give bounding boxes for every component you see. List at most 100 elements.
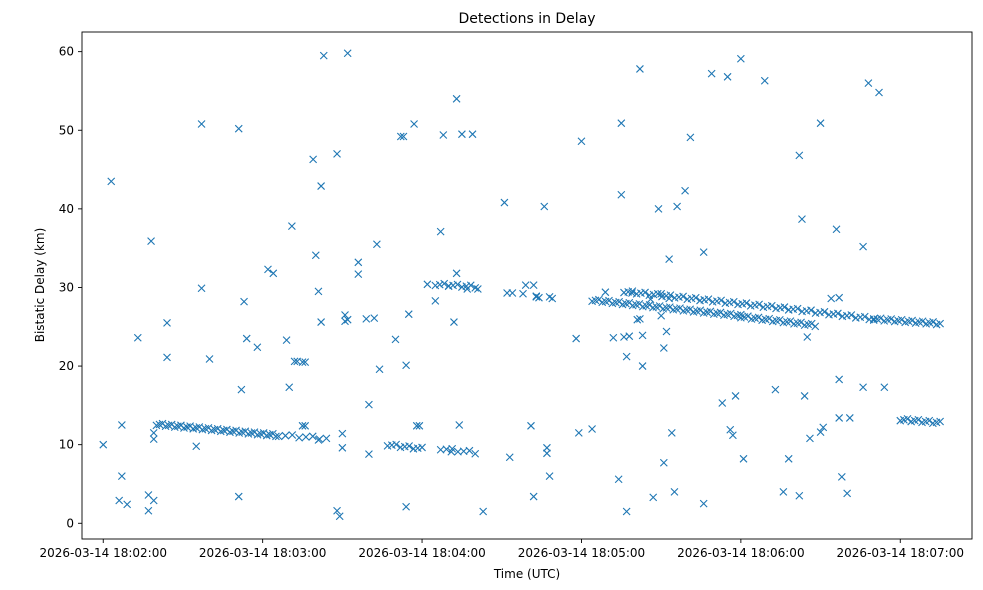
data-point [205,355,214,363]
y-axis: 0 10 20 30 40 50 60 [59,45,82,530]
data-point [779,487,788,496]
data-point [452,269,461,278]
data-point [444,282,453,290]
data-point [149,496,158,505]
data-point [144,506,153,515]
data-point [404,310,413,319]
data-point [617,119,626,128]
data-point [614,475,623,484]
data-point [163,353,171,362]
data-point-track-e [453,280,462,289]
data-point [609,333,618,342]
data-point [835,293,844,302]
data-point-track-j [876,314,885,323]
data-point [237,385,246,394]
data-point-track-g [742,299,751,307]
data-point [543,443,551,452]
plot-frame [81,31,973,540]
data-point [707,69,716,78]
y-tick-label: 10 [59,438,74,452]
y-tick-label: 60 [59,45,74,59]
data-point-track-a [272,432,280,441]
data-point [628,289,636,297]
data-point [529,281,538,289]
data-point [192,442,201,451]
data-point [314,287,323,296]
data-point [317,182,325,190]
data-point [402,361,411,370]
data-point [771,385,780,394]
data-point [301,358,310,367]
x-tick-label: 2026-03-14 18:04:00 [358,546,485,560]
data-point [665,294,674,303]
data-point [673,202,681,211]
data-point-track-c [405,442,413,450]
x-tick-label: 2026-03-14 18:06:00 [677,546,804,560]
data-point [548,294,557,303]
data-point [468,130,477,139]
data-point [636,315,644,323]
data-point [473,285,482,293]
data-point [149,428,158,437]
data-point [354,258,363,267]
data-point-track-b [281,431,290,440]
data-point [335,512,344,521]
data-point [458,130,466,139]
data-point-track-j [918,317,927,326]
data-point-track-b [302,433,310,441]
chart-title: Detections in Delay [458,11,595,27]
data-point [197,284,206,293]
data-point [117,421,126,429]
data-point-track-c [418,443,426,452]
data-point-track-d [471,449,480,458]
data-point [338,429,347,438]
data-point [649,493,658,502]
data-point-track-j [887,315,896,323]
data-point [681,186,689,195]
data-point [665,255,674,264]
data-point-track-j [897,315,906,324]
data-point [436,227,445,236]
data-point [718,399,727,407]
y-tick-label: 50 [59,123,74,137]
data-point [333,506,341,515]
data-point [622,352,631,361]
data-point [835,414,844,422]
data-point [638,331,647,340]
data-point [519,289,527,298]
data-point-track-k [914,415,923,424]
x-axis: 2026-03-14 18:02:00 2026-03-14 18:03:00 20… [40,539,964,560]
data-point [633,315,642,324]
data-point [309,155,318,164]
data-point-track-j [936,319,945,328]
data-point [798,215,806,223]
data-point [402,502,411,511]
data-point [819,423,828,432]
data-point-track-g [628,287,637,295]
data-point [657,289,666,298]
data-point [636,65,644,73]
data-point [864,79,873,87]
data-point [739,454,748,463]
data-point [816,428,825,436]
data-point-track-g [717,296,725,305]
data-point [699,248,708,256]
data-point-track-i [847,311,856,319]
data-point [795,151,804,160]
data-point [410,120,418,128]
data-point-track-g [653,289,662,298]
data-point [832,225,841,234]
data-point [396,132,405,141]
data-point [803,333,812,341]
data-point-track-g [679,292,687,301]
data-point [880,383,889,392]
data-point [264,265,272,274]
data-point [543,449,551,458]
data-point [431,296,440,305]
data-point [859,383,867,392]
data-point [298,358,307,367]
data-point-track-e [471,283,480,292]
data-point-track-g [704,295,713,303]
data-point [760,76,769,85]
